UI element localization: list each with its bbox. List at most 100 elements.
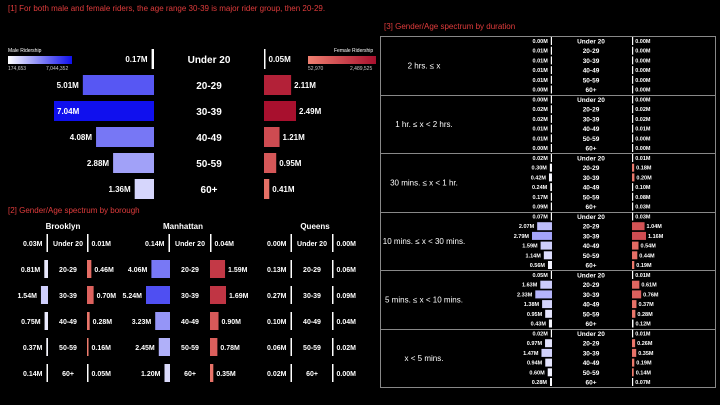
borough-0-female-label-5: 0.05M	[92, 371, 112, 378]
male-bar-5	[134, 179, 154, 199]
borough-2-male-bar-3	[290, 312, 292, 330]
duration-3-male-bar-0	[550, 212, 552, 221]
duration-4-female-label-3: 0.37M	[638, 302, 654, 308]
borough-1-male-label-2: 5.24M	[123, 293, 143, 300]
borough-1-male-label-0: 0.14M	[145, 241, 165, 248]
borough-0-age-5: 60+	[62, 371, 74, 378]
duration-2-female-label-1: 0.18M	[636, 166, 652, 172]
duration-4-female-bar-1	[632, 280, 640, 289]
duration-4-female-label-0: 0.01M	[635, 273, 651, 279]
duration-1-male-bar-2	[550, 114, 552, 123]
duration-4-female-label-4: 0.28M	[637, 312, 653, 318]
borough-0-male-bar-2	[40, 286, 48, 304]
duration-4-male-bar-5	[548, 319, 552, 328]
duration-4-male-bar-2	[535, 290, 552, 299]
duration-4-male-bar-3	[542, 300, 552, 309]
borough-1-age-1: 20-29	[181, 267, 199, 274]
male-value-label-3: 4.08M	[70, 133, 93, 142]
duration-1-age-4: 50-59	[583, 136, 600, 143]
duration-1-female-label-0: 0.00M	[635, 98, 651, 104]
female-value-label-2: 2.49M	[299, 107, 322, 116]
duration-1-female-bar-5	[632, 144, 634, 152]
overall-chart: 0.17M Under 20 0.05M 5.01M 20-29 2.11M 7.04M 30…	[54, 49, 322, 199]
duration-3-female-label-3: 0.54M	[641, 244, 657, 250]
duration-label-3: 10 mins. ≤ x < 30 mins.	[383, 237, 465, 246]
duration-5-male-label-5: 0.28M	[532, 380, 548, 386]
borough-0-female-bar-3	[87, 312, 90, 330]
duration-2-male-label-0: 0.02M	[533, 156, 549, 162]
duration-3-age-2: 30-39	[583, 233, 600, 240]
duration-0-male-bar-4	[550, 75, 552, 84]
borough-2-age-4: 50-59	[303, 345, 321, 352]
borough-2-male-label-4: 0.06M	[267, 345, 287, 352]
borough-1-female-label-3: 0.90M	[222, 319, 242, 326]
duration-5-male-bar-5	[549, 378, 552, 386]
duration-1-female-label-4: 0.00M	[635, 136, 651, 142]
duration-1-male-label-3: 0.01M	[533, 127, 549, 133]
duration-1-male-bar-5	[550, 144, 552, 152]
duration-3-age-5: 60+	[585, 263, 596, 270]
age-label-3: 40-49	[196, 133, 222, 144]
duration-4-age-0: Under 20	[577, 273, 605, 280]
duration-2-male-bar-5	[550, 202, 552, 211]
duration-2-male-label-1: 0.30M	[532, 166, 548, 172]
duration-5-female-label-2: 0.35M	[638, 351, 654, 357]
male-legend-max: 7,044,352	[46, 66, 69, 72]
duration-0-female-label-3: 0.00M	[635, 68, 651, 74]
duration-5-male-bar-3	[545, 358, 552, 367]
duration-3-female-label-2: 1.16M	[648, 234, 664, 240]
borough-1-female-bar-5	[210, 364, 214, 382]
duration-5-male-label-3: 0.94M	[527, 361, 543, 367]
duration-1-female-bar-3	[632, 124, 634, 133]
duration-3-male-label-2: 2.79M	[514, 234, 530, 240]
duration-5-female-label-3: 0.19M	[636, 361, 652, 367]
duration-5-female-label-4: 0.14M	[636, 370, 652, 376]
duration-2-female-bar-2	[632, 173, 635, 182]
duration-1-female-bar-2	[632, 114, 634, 123]
duration-2-age-3: 40-49	[583, 185, 600, 192]
duration-0-female-label-1: 0.00M	[635, 49, 651, 55]
duration-0-male-label-2: 0.01M	[533, 58, 549, 64]
borough-0-male-bar-4	[46, 338, 48, 356]
female-value-label-0: 0.05M	[269, 55, 292, 64]
borough-1-age-5: 60+	[184, 371, 196, 378]
borough-1-female-label-2: 1.69M	[229, 293, 249, 300]
duration-5-age-5: 60+	[585, 380, 596, 387]
duration-0-male-label-4: 0.01M	[533, 78, 549, 84]
borough-1-female-bar-4	[210, 338, 218, 356]
duration-4-male-label-0: 0.05M	[533, 273, 549, 279]
borough-0-age-0: Under 20	[53, 241, 83, 248]
duration-3-male-label-1: 2.07M	[519, 224, 535, 230]
duration-5-male-label-4: 0.60M	[529, 370, 545, 376]
duration-5-male-bar-4	[547, 368, 552, 377]
borough-1-age-0: Under 20	[175, 241, 205, 248]
male-bar-4	[113, 153, 154, 173]
duration-0-male-bar-2	[550, 56, 552, 65]
female-bar-3	[264, 127, 280, 147]
duration-0-male-bar-5	[550, 85, 552, 94]
borough-2-female-label-2: 0.09M	[337, 293, 357, 300]
duration-3-male-bar-4	[543, 251, 552, 260]
borough-2-female-bar-3	[332, 312, 334, 330]
duration-3-age-3: 40-49	[583, 243, 600, 250]
duration-0-male-label-1: 0.01M	[533, 49, 549, 55]
duration-1-female-bar-4	[632, 134, 634, 143]
duration-4-male-label-4: 0.95M	[527, 312, 543, 318]
duration-0-male-label-3: 0.01M	[533, 68, 549, 74]
duration-2-male-label-5: 0.09M	[533, 205, 549, 211]
borough-0-age-4: 50-59	[59, 345, 77, 352]
duration-5-female-bar-4	[632, 368, 634, 377]
borough-0-male-label-3: 0.75M	[21, 319, 41, 326]
duration-5-male-bar-2	[541, 348, 552, 357]
duration-3-age-4: 50-59	[583, 253, 600, 260]
borough-2-female-bar-5	[332, 364, 334, 382]
borough-1-male-bar-4	[158, 338, 170, 356]
duration-4-age-2: 30-39	[583, 292, 600, 299]
borough-1-age-4: 50-59	[181, 345, 199, 352]
duration-1-age-3: 40-49	[583, 126, 600, 133]
borough-2-age-3: 40-49	[303, 319, 321, 326]
borough-name-brooklyn: Brooklyn	[45, 222, 81, 231]
male-legend-bar	[8, 56, 72, 64]
duration-2-female-label-5: 0.03M	[635, 205, 651, 211]
duration-1-male-label-0: 0.00M	[533, 98, 549, 104]
